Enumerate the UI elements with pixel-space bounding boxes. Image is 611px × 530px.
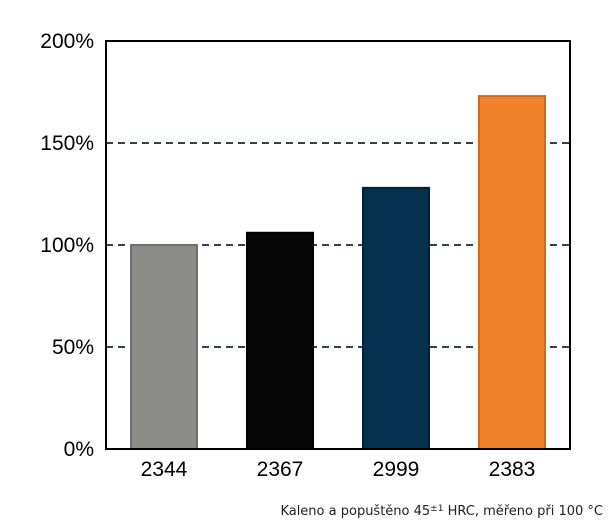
bar-2367: [246, 231, 314, 450]
bar-2344: [130, 244, 198, 450]
bar-chart: 0% 50% 100% 150% 200% 2344 2367 2999 2383: [40, 30, 571, 481]
y-tick-label: 150%: [40, 132, 94, 155]
x-tick-label: 2367: [257, 458, 304, 481]
x-axis-ticks: 2344 2367 2999 2383: [141, 458, 536, 481]
x-tick-label: 2383: [489, 458, 536, 481]
x-tick-label: 2999: [373, 458, 420, 481]
plot-frame: [105, 40, 571, 450]
y-tick-label: 200%: [40, 30, 94, 53]
footnote-superscript: ±1: [430, 504, 444, 514]
footnote: Kaleno a popuštěno 45±1 HRC, měřeno při …: [280, 504, 603, 519]
x-tick-label: 2344: [141, 458, 188, 481]
bar-2383: [478, 95, 546, 451]
y-axis-ticks: 0% 50% 100% 150% 200%: [40, 30, 94, 461]
y-tick-label: 0%: [64, 438, 94, 461]
y-tick-label: 50%: [52, 336, 94, 359]
footnote-prefix: Kaleno a popuštěno 45: [280, 504, 431, 519]
footnote-suffix: HRC, měřeno při 100 °C: [443, 504, 603, 519]
bars: [130, 95, 546, 451]
y-tick-label: 100%: [40, 234, 94, 257]
bar-2999: [362, 186, 430, 450]
